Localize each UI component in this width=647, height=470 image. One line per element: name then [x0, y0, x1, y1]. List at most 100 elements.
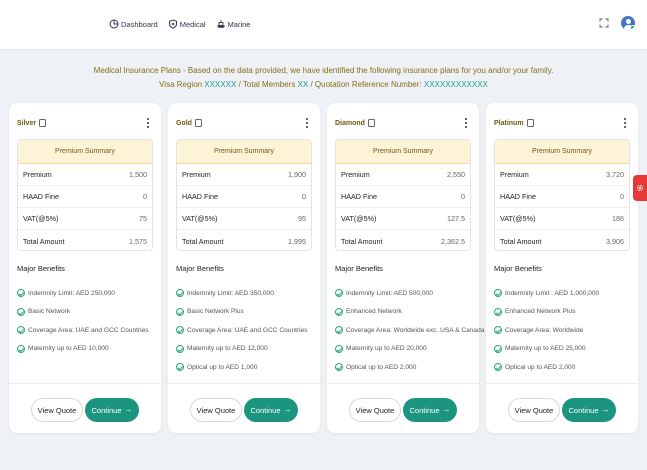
- plan-select-checkbox[interactable]: [194, 119, 202, 127]
- benefit-text: Indemnity Limit: AED 350,000: [187, 289, 274, 297]
- plan-name: Silver: [17, 119, 37, 127]
- arrow-right-icon: →: [283, 405, 292, 414]
- haad-fine-value: 0: [461, 192, 465, 201]
- vat-row: VAT(@5%) 95: [177, 208, 311, 230]
- plan-select-checkbox[interactable]: [526, 119, 534, 127]
- vat-value: 127.5: [447, 214, 465, 223]
- benefit-item: Optical up to AED 1,000: [176, 363, 316, 371]
- total-amount-row: Total Amount 1,575: [18, 230, 152, 250]
- continue-button[interactable]: Continue →: [85, 398, 139, 422]
- total-members-label: / Total Members: [236, 80, 298, 89]
- benefit-item: Maternity up to AED 20,000: [335, 344, 475, 353]
- total-amount-value: 1,995: [288, 236, 306, 246]
- plan-select-checkbox[interactable]: [367, 119, 375, 127]
- benefit-text: Coverage Area: UAE and GCC Countries: [28, 326, 149, 334]
- benefit-item: Basic Network Plus: [176, 307, 316, 316]
- plan-card-footer: View Quote Continue →: [486, 383, 638, 433]
- plan-card-header: Diamond: [335, 117, 471, 129]
- continue-label: Continue: [91, 405, 122, 415]
- avatar-head: [625, 18, 631, 24]
- benefit-item: Optical up to AED 2,000: [494, 363, 634, 371]
- haad-fine-label: HAAD Fine: [500, 192, 536, 201]
- check-circle-icon: [176, 289, 184, 297]
- benefit-item: Basic Network: [17, 307, 157, 316]
- plan-card-header: Silver: [17, 117, 153, 129]
- check-circle-icon: [17, 326, 25, 334]
- more-options-icon[interactable]: [145, 117, 151, 129]
- continue-button[interactable]: Continue →: [403, 398, 457, 422]
- view-quote-button[interactable]: View Quote: [190, 398, 242, 422]
- nav-marine-label: Marine: [227, 19, 251, 29]
- benefit-item: Indemnity Limit: AED 350,000: [176, 289, 316, 297]
- check-circle-icon: [17, 344, 25, 353]
- check-circle-icon: [494, 344, 502, 353]
- benefits-list: Indemnity Limit : AED 1,000,000 Enhanced…: [494, 289, 634, 382]
- plan-card-diamond: Diamond Premium Summary Premium 2,550 HAA…: [327, 103, 484, 433]
- plan-name: Diamond: [335, 119, 365, 127]
- more-options-icon[interactable]: [463, 117, 469, 129]
- major-benefits-title: Major Benefits: [494, 264, 542, 273]
- continue-button[interactable]: Continue →: [244, 398, 298, 422]
- nav-dashboard[interactable]: Dashboard: [109, 19, 158, 29]
- intro-text: Medical Insurance Plans - Based on the d…: [0, 64, 647, 92]
- premium-row: Premium 1,500: [18, 164, 152, 186]
- check-circle-icon: [176, 363, 184, 371]
- premium-label: Premium: [182, 170, 211, 179]
- haad-fine-label: HAAD Fine: [23, 192, 59, 201]
- check-circle-icon: [494, 363, 502, 371]
- more-options-icon[interactable]: [304, 117, 310, 129]
- more-options-icon[interactable]: [622, 117, 628, 129]
- benefit-item: Indemnity Limit : AED 1,000,000: [494, 289, 634, 297]
- view-quote-button[interactable]: View Quote: [31, 398, 83, 422]
- dashboard-icon: [109, 19, 119, 29]
- continue-label: Continue: [568, 405, 599, 415]
- benefit-item: Enhanced Network: [335, 307, 475, 316]
- plan-select-checkbox[interactable]: [39, 119, 47, 127]
- arrow-right-icon: →: [601, 405, 610, 414]
- view-quote-button[interactable]: View Quote: [349, 398, 401, 422]
- benefits-list: Indemnity Limit: AED 500,000 Enhanced Ne…: [335, 289, 484, 382]
- nav-medical-label: Medical: [179, 19, 206, 29]
- total-amount-value: 1,575: [129, 236, 147, 246]
- benefit-text: Optical up to AED 1,000: [187, 363, 258, 371]
- benefit-item: Maternity up to AED 25,000: [494, 344, 634, 353]
- continue-label: Continue: [409, 405, 440, 415]
- shield-icon: [168, 19, 177, 29]
- nav-medical[interactable]: Medical: [168, 19, 206, 29]
- avatar-body: [623, 24, 633, 30]
- check-circle-icon: [335, 326, 343, 334]
- nav-marine[interactable]: Marine: [216, 19, 251, 29]
- total-amount-value: 3,906: [606, 236, 624, 246]
- vat-value: 186: [612, 214, 624, 223]
- continue-label: Continue: [250, 405, 281, 415]
- check-circle-icon: [494, 289, 502, 297]
- total-amount-label: Total Amount: [500, 236, 542, 246]
- expand-icon[interactable]: [599, 18, 609, 28]
- benefit-text: Maternity up to AED 25,000: [505, 345, 586, 352]
- plan-card-footer: View Quote Continue →: [9, 383, 161, 433]
- premium-summary-title: Premium Summary: [177, 140, 311, 164]
- continue-button[interactable]: Continue →: [562, 398, 616, 422]
- premium-summary: Premium Summary Premium 3,720 HAAD Fine 0 …: [494, 139, 630, 251]
- benefit-text: Enhanced Network: [346, 308, 402, 315]
- premium-summary-title: Premium Summary: [336, 140, 470, 164]
- check-circle-icon: [176, 307, 184, 316]
- check-circle-icon: [494, 307, 502, 316]
- total-amount-row: Total Amount 3,906: [495, 230, 629, 250]
- quotation-info: Visa Region XXXXXX / Total Members XX / …: [0, 78, 647, 92]
- haad-fine-row: HAAD Fine 0: [336, 186, 470, 208]
- premium-value: 2,550: [447, 170, 465, 179]
- total-amount-label: Total Amount: [182, 236, 224, 246]
- total-amount-label: Total Amount: [341, 236, 383, 246]
- quotation-ref-value: XXXXXXXXXXXX: [423, 80, 488, 89]
- view-quote-button[interactable]: View Quote: [508, 398, 560, 422]
- premium-value: 1,900: [288, 170, 306, 179]
- settings-tab[interactable]: [633, 175, 647, 201]
- haad-fine-value: 0: [302, 192, 306, 201]
- benefit-text: Coverage Area: Worldwide exc. USA & Cana…: [346, 326, 485, 334]
- check-circle-icon: [335, 344, 343, 353]
- check-circle-icon: [17, 289, 25, 297]
- haad-fine-row: HAAD Fine 0: [495, 186, 629, 208]
- user-avatar-icon[interactable]: [621, 16, 635, 30]
- plan-card-header: Platinum: [494, 117, 630, 129]
